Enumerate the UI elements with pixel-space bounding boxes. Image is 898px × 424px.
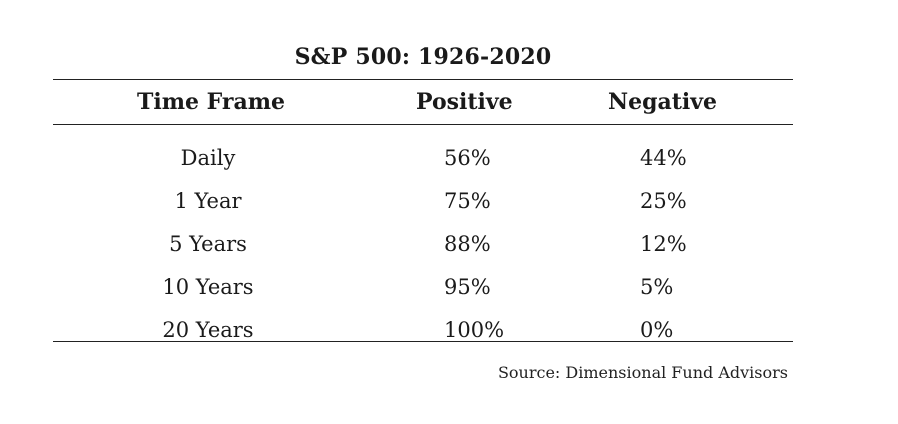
cell-time-frame: 20 Years	[162, 317, 254, 342]
column-header-positive: Positive	[416, 89, 513, 115]
cell-positive: 75%	[444, 188, 491, 213]
header-row: Time Frame Positive Negative	[53, 80, 793, 124]
column-header-time-frame: Time Frame	[137, 89, 286, 115]
table-row: 1 Year 75% 25%	[53, 179, 793, 222]
table-row: 5 Years 88% 12%	[53, 222, 793, 265]
cell-positive: 95%	[444, 274, 491, 299]
cell-positive: 56%	[444, 145, 491, 170]
table-title: S&P 500: 1926-2020	[294, 44, 552, 70]
column-header-negative: Negative	[608, 89, 718, 115]
cell-time-frame: 5 Years	[169, 231, 247, 256]
cell-negative: 25%	[640, 188, 687, 213]
cell-time-frame: Daily	[180, 145, 236, 170]
cell-negative: 12%	[640, 231, 687, 256]
top-rule	[53, 79, 793, 80]
cell-positive: 100%	[444, 317, 505, 342]
header-rule	[53, 124, 793, 125]
table-row: Daily 56% 44%	[53, 124, 793, 179]
cell-negative: 44%	[640, 145, 687, 170]
bottom-rule	[53, 341, 793, 342]
cell-time-frame: 10 Years	[162, 274, 254, 299]
cell-negative: 5%	[640, 274, 674, 299]
cell-negative: 0%	[640, 317, 674, 342]
table-row: 10 Years 95% 5%	[53, 265, 793, 308]
cell-positive: 88%	[444, 231, 491, 256]
table-row: 20 Years 100% 0%	[53, 308, 793, 351]
data-table: Time Frame Positive Negative Daily 56% 4…	[53, 80, 793, 351]
cell-time-frame: 1 Year	[174, 188, 242, 213]
source-note: Source: Dimensional Fund Advisors	[497, 363, 788, 382]
